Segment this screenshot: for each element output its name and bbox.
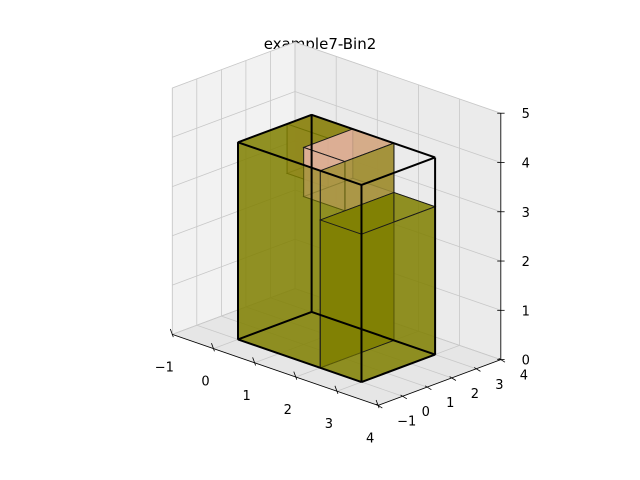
tick-label: −1 bbox=[397, 414, 416, 429]
tick-label: 2 bbox=[284, 403, 292, 418]
bin-edge bbox=[237, 338, 362, 383]
packed-boxes bbox=[236, 113, 437, 383]
x-tick bbox=[169, 328, 174, 338]
y-tick bbox=[449, 376, 457, 381]
tick-label: 0 bbox=[201, 375, 209, 390]
y-tick bbox=[473, 367, 481, 372]
bin-edge bbox=[311, 113, 436, 159]
tick-label: 4 bbox=[366, 431, 374, 446]
tick-label: 1 bbox=[242, 389, 250, 404]
tick-label: 0 bbox=[522, 354, 530, 369]
tick-label: 2 bbox=[522, 255, 530, 270]
x-tick bbox=[293, 371, 298, 380]
tick-label: 3 bbox=[495, 378, 503, 393]
x-tick bbox=[211, 343, 215, 352]
tick-label: 4 bbox=[522, 156, 530, 171]
gridline-z bbox=[172, 91, 501, 163]
y-tick bbox=[375, 403, 383, 409]
tick-label: 2 bbox=[471, 387, 479, 402]
y-axis-line bbox=[377, 359, 501, 406]
bin-edge bbox=[237, 311, 312, 341]
y-tick bbox=[498, 357, 506, 363]
y-tick bbox=[400, 394, 408, 400]
y-tick bbox=[424, 385, 432, 391]
box-face-2 bbox=[319, 219, 362, 383]
tick-label: 3 bbox=[325, 417, 333, 432]
bin-edge bbox=[237, 113, 312, 144]
tick-label: 4 bbox=[520, 369, 528, 384]
bin-edge bbox=[311, 311, 436, 356]
x-tick bbox=[252, 357, 256, 366]
tick-label: 1 bbox=[446, 396, 454, 411]
bin-edge bbox=[361, 353, 436, 383]
tick-label: 0 bbox=[422, 405, 430, 420]
x-tick bbox=[334, 385, 339, 395]
tick-label: 1 bbox=[522, 304, 530, 319]
gridline-z bbox=[172, 41, 501, 114]
tick-label: 3 bbox=[522, 206, 530, 221]
tick-label: −1 bbox=[155, 360, 174, 375]
tick-label: 5 bbox=[522, 107, 530, 122]
bin-edge bbox=[361, 156, 436, 186]
bin-edge bbox=[237, 141, 362, 186]
x-tick bbox=[375, 399, 380, 409]
x-axis-line bbox=[172, 334, 379, 406]
